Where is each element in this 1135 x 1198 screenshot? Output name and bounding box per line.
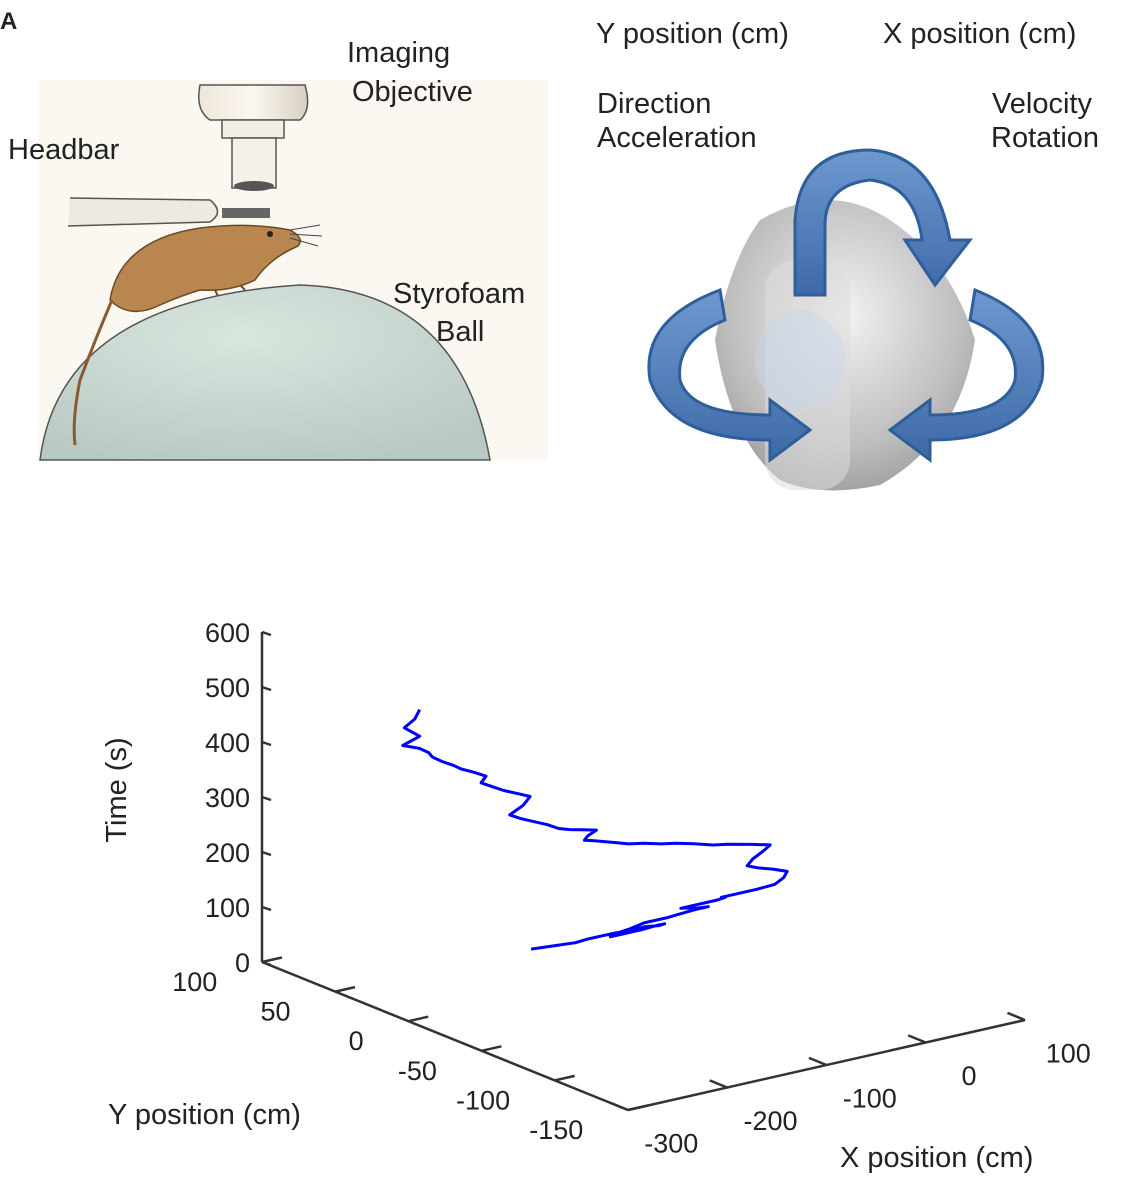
z-tick-mark: [261, 685, 272, 692]
y-tick-label: -100: [456, 1085, 510, 1115]
objective-label-line2: Objective: [352, 76, 473, 108]
x-tick-label: -300: [644, 1129, 698, 1159]
mouse-setup-illustration: [38, 80, 548, 461]
trajectory-3d-plot: -300 -200 -100 0 100 -150 -100 -50 0 50 100 0 100 200…: [101, 618, 1091, 1174]
y-tick-mark: [261, 956, 283, 964]
panel-letter-a: A: [0, 8, 18, 35]
z-tick-mark: [261, 960, 272, 967]
y-position-label: Y position (cm): [596, 18, 789, 50]
x-tick-mark: [709, 1079, 728, 1089]
x-tick-mark: [808, 1056, 827, 1067]
z-tick-label: 0: [235, 948, 250, 978]
y-tick-label: 50: [260, 997, 290, 1027]
yaw-rotation-arrow-left: [647, 287, 813, 463]
x-axis-label: X position (cm): [840, 1142, 1033, 1174]
acceleration-label: Acceleration: [597, 122, 757, 154]
z-tick-label: 400: [205, 728, 250, 758]
z-tick-mark: [261, 905, 272, 912]
y-tick-label: 0: [349, 1026, 364, 1056]
ball-rotation-diagram: [647, 148, 1045, 491]
z-tick-label: 600: [205, 618, 250, 648]
pitch-rotation-arrow: [793, 148, 974, 297]
z-tick-label: 200: [205, 838, 250, 868]
headbar-label: Headbar: [8, 134, 120, 166]
ball-label-line2: Ball: [436, 316, 485, 348]
trajectory-line: [401, 708, 789, 951]
z-tick-label: 300: [205, 783, 250, 813]
y-tick-mark: [627, 1104, 649, 1112]
imaging-objective: [198, 84, 309, 191]
mouse: [72, 224, 323, 446]
x-tick-mark: [1006, 1011, 1026, 1022]
y-axis-line: [261, 960, 629, 1112]
velocity-label: Velocity: [992, 88, 1092, 120]
axes-layer: [260, 632, 1026, 1112]
x-tick-label: 0: [961, 1061, 976, 1091]
z-tick-mark: [261, 850, 272, 857]
yaw-rotation-arrow-right: [887, 287, 1045, 463]
z-tick-label: 500: [205, 673, 250, 703]
z-tick-mark: [261, 795, 272, 802]
y-tick-label: 100: [172, 967, 217, 997]
ticks-layer: -300 -200 -100 0 100 -150 -100 -50 0 50 100 0 100 200…: [172, 618, 1091, 1159]
x-tick-label: -200: [743, 1106, 797, 1136]
x-tick-label: -100: [843, 1084, 897, 1114]
direction-label: Direction: [597, 88, 712, 120]
z-tick-mark: [261, 630, 272, 637]
rotation-label: Rotation: [991, 122, 1100, 154]
x-tick-label: 100: [1046, 1039, 1091, 1069]
y-tick-mark: [408, 1015, 429, 1023]
y-tick-mark: [481, 1045, 502, 1053]
z-tick-mark: [261, 740, 272, 747]
x-position-label: X position (cm): [883, 18, 1077, 50]
y-tick-label: -150: [529, 1115, 583, 1145]
x-tick-mark: [609, 1101, 629, 1112]
headbar: [67, 197, 270, 227]
x-tick-mark: [907, 1034, 927, 1044]
z-tick-label: 100: [205, 893, 250, 923]
y-tick-mark: [334, 985, 356, 993]
imaging-label-line1: Imaging: [347, 37, 451, 69]
y-tick-label: -50: [398, 1056, 437, 1086]
y-axis-label: Y position (cm): [108, 1099, 301, 1131]
z-axis-label: Time (s): [101, 737, 133, 842]
y-tick-mark: [554, 1074, 575, 1082]
styrofoam-label-line1: Styrofoam: [393, 278, 526, 310]
styrofoam-ball: [39, 284, 491, 461]
